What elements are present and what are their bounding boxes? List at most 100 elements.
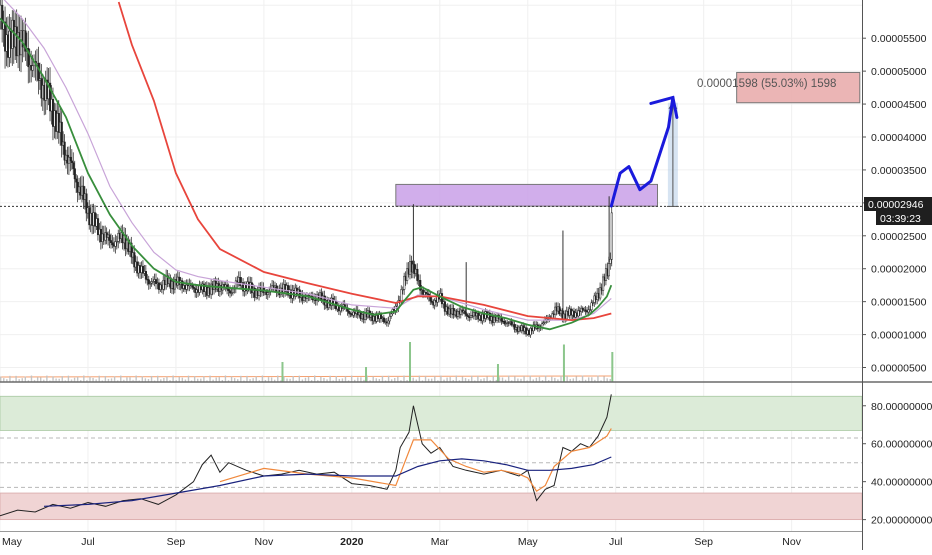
candle-body bbox=[467, 315, 470, 318]
osc-tick-label: 80.00000000 bbox=[871, 401, 932, 413]
volume-bar bbox=[101, 380, 103, 382]
volume-bar bbox=[110, 378, 113, 382]
volume-bar bbox=[21, 378, 23, 382]
volume-bar bbox=[591, 377, 593, 382]
volume-bar bbox=[160, 379, 162, 382]
volume-bar bbox=[326, 379, 328, 382]
volume-bar bbox=[394, 377, 396, 382]
candle-body bbox=[60, 121, 63, 146]
volume-bar bbox=[36, 377, 39, 382]
volume-bar bbox=[572, 378, 575, 382]
volume-bar bbox=[206, 380, 208, 382]
candle-body bbox=[388, 316, 391, 322]
volume-bar bbox=[292, 376, 294, 382]
price-tick-label: 0.00000500 bbox=[871, 363, 927, 375]
target-zone bbox=[736, 71, 861, 104]
volume-bar bbox=[80, 380, 82, 382]
candle-body bbox=[114, 241, 117, 247]
volume-bar bbox=[424, 376, 427, 382]
volume-bar bbox=[335, 375, 337, 382]
candle-body bbox=[609, 259, 612, 264]
volume-bar bbox=[280, 380, 282, 382]
volume-bar bbox=[489, 380, 491, 382]
volume-bar bbox=[520, 378, 522, 382]
candle-body bbox=[513, 324, 516, 330]
volume-bar bbox=[446, 377, 448, 382]
volume-bar bbox=[431, 378, 433, 382]
candle-body bbox=[577, 310, 580, 317]
volume-bar bbox=[169, 380, 171, 382]
volume-bar bbox=[323, 377, 325, 382]
candle-body bbox=[85, 193, 88, 214]
candle-body bbox=[503, 320, 506, 324]
price-tick-label: 0.00002500 bbox=[871, 231, 927, 243]
volume-bar bbox=[230, 376, 233, 382]
volume-bar bbox=[12, 380, 14, 382]
volume-bar bbox=[523, 376, 525, 382]
volume-bar bbox=[471, 375, 473, 382]
candle-body bbox=[152, 281, 155, 283]
volume-bar bbox=[30, 375, 33, 382]
volume-bar bbox=[240, 375, 242, 382]
candle-body bbox=[401, 289, 404, 291]
volume-bar bbox=[474, 380, 476, 382]
candle-body bbox=[227, 288, 230, 291]
volume-bar bbox=[338, 378, 341, 382]
price-tick-label: 0.00001500 bbox=[871, 297, 927, 309]
volume-bar bbox=[562, 344, 565, 382]
volume-bar bbox=[64, 380, 67, 382]
volume-bar bbox=[501, 377, 504, 382]
price-tick-label: 0.00001000 bbox=[871, 330, 927, 342]
volume-bar bbox=[406, 380, 408, 382]
time-tick-label: Sep bbox=[167, 536, 186, 548]
volume-bar bbox=[427, 378, 430, 382]
price-tick-label: 0.00004500 bbox=[871, 99, 927, 111]
volume-bar bbox=[458, 380, 461, 382]
volume-bar bbox=[190, 380, 193, 382]
volume-bar bbox=[437, 380, 439, 382]
volume-bar bbox=[409, 342, 412, 382]
volume-bar bbox=[126, 377, 128, 382]
volume-bar bbox=[609, 379, 611, 382]
volume-bar bbox=[517, 378, 519, 382]
volume-bar bbox=[384, 380, 387, 382]
volume-bar bbox=[289, 378, 291, 382]
price-tick-label: 0.00004000 bbox=[871, 132, 927, 144]
volume-bar bbox=[116, 380, 119, 382]
volume-bar bbox=[381, 375, 384, 382]
volume-bar bbox=[526, 380, 528, 382]
volume-bar bbox=[594, 379, 596, 382]
volume-bar bbox=[147, 378, 150, 382]
candle-body bbox=[70, 160, 73, 163]
candle-body bbox=[1, 4, 4, 30]
current-price-label: 0.00002946 bbox=[868, 199, 924, 211]
time-tick-label: May bbox=[2, 536, 23, 548]
price-tick-label: 0.00005000 bbox=[871, 66, 927, 78]
candle-body bbox=[610, 212, 613, 260]
volume-bar bbox=[175, 380, 177, 382]
candle-body bbox=[599, 287, 602, 299]
volume-bar bbox=[403, 375, 405, 382]
candle-body bbox=[584, 309, 587, 312]
candle-body bbox=[239, 277, 242, 286]
candle-body bbox=[31, 65, 34, 71]
volume-bar bbox=[98, 375, 100, 382]
volume-bar bbox=[597, 375, 599, 382]
volume-bar bbox=[40, 377, 42, 382]
volume-bar bbox=[332, 380, 334, 382]
candle-body bbox=[150, 281, 153, 284]
volume-bar bbox=[298, 375, 301, 382]
volume-bar bbox=[464, 378, 467, 382]
candle-body bbox=[73, 168, 76, 180]
candle-body bbox=[144, 271, 147, 280]
candle-body bbox=[602, 276, 605, 291]
volume-bar bbox=[73, 377, 76, 382]
volume-bar bbox=[286, 378, 288, 382]
volume-bar bbox=[560, 375, 562, 382]
volume-bar bbox=[141, 376, 144, 382]
measure-label: 0.00001598 (55.03%) 1598 bbox=[697, 78, 836, 90]
candle-body bbox=[387, 320, 390, 324]
candle-body bbox=[403, 275, 406, 290]
volume-bar bbox=[366, 375, 368, 382]
